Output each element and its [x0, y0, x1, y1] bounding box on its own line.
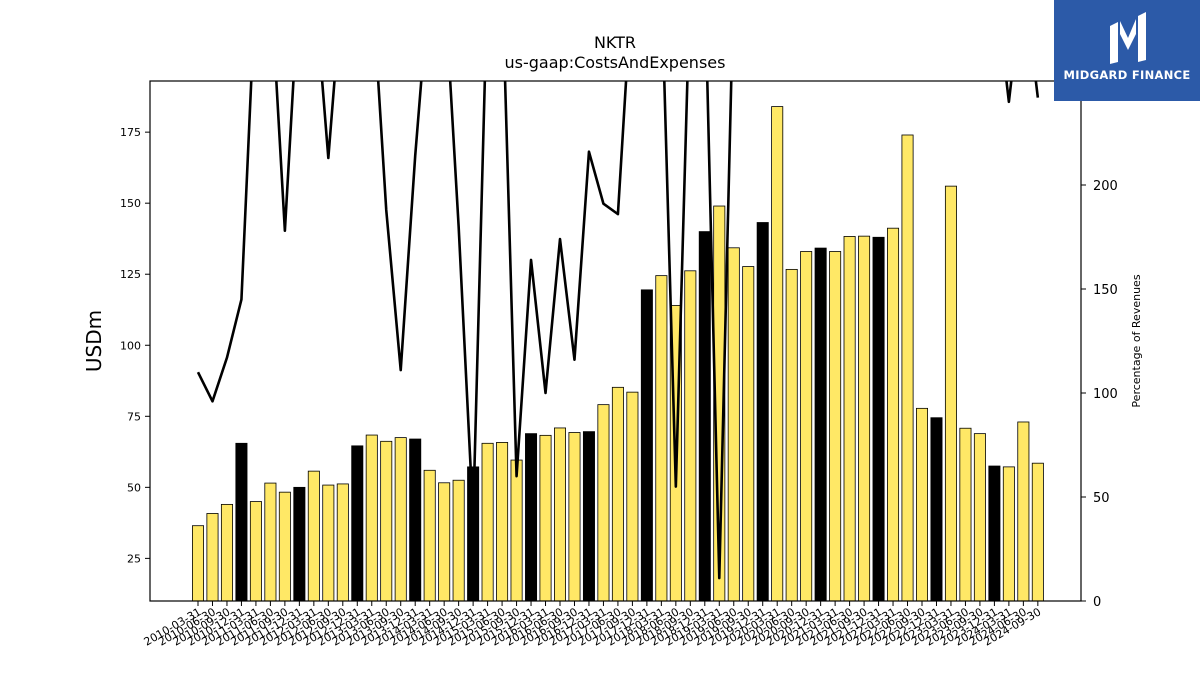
bar: [206, 513, 219, 601]
bar: [771, 106, 784, 601]
bar: [698, 231, 711, 601]
bar: [930, 417, 943, 601]
bar: [481, 442, 494, 601]
y2-axis-label: Percentage of Revenues: [1130, 274, 1143, 407]
bar: [1002, 466, 1015, 601]
bar: [626, 391, 639, 601]
bar: [640, 289, 653, 601]
logo: MIDGARD FINANCE: [1054, 0, 1200, 101]
bar: [249, 501, 262, 601]
bar: [394, 437, 407, 601]
bar: [611, 386, 624, 601]
bar: [684, 270, 697, 601]
bar: [278, 491, 291, 601]
bar: [582, 431, 595, 601]
y-tick-label: 25: [127, 552, 141, 565]
line-series: [196, 81, 1040, 580]
bar: [901, 134, 914, 601]
bar: [916, 407, 929, 601]
bar: [525, 433, 538, 601]
bar: [423, 469, 436, 601]
y-tick-label: 50: [127, 481, 141, 494]
y-tick-label: 150: [120, 197, 141, 210]
bar: [235, 442, 248, 601]
bar: [756, 222, 769, 601]
bar-series: [191, 106, 1044, 601]
bar: [467, 466, 480, 601]
y2-tick-label: 0: [1093, 595, 1101, 610]
bar: [655, 275, 668, 601]
bar: [510, 459, 523, 601]
chart-subtitle: us-gaap:CostsAndExpenses: [504, 53, 726, 72]
bar: [959, 427, 972, 601]
bar: [307, 470, 320, 601]
y2-tick-label: 150: [1093, 283, 1118, 298]
bar: [785, 268, 798, 601]
chart-title: NKTR: [593, 33, 637, 52]
y-axis-right: 0 50 100 150 200: [1081, 179, 1118, 610]
y-axis-label: USDm: [82, 310, 106, 372]
logo-text: MIDGARD FINANCE: [1063, 68, 1191, 82]
y-tick-label: 125: [120, 268, 141, 281]
plot-frame: [149, 80, 1082, 602]
midgard-logo-icon: [1110, 12, 1146, 64]
bar: [365, 434, 378, 601]
bar: [409, 438, 422, 601]
bar: [727, 247, 740, 601]
bar: [597, 404, 610, 601]
bar: [713, 205, 726, 601]
bar: [1031, 462, 1044, 601]
bar: [554, 427, 567, 601]
bar: [452, 479, 465, 601]
bar: [336, 483, 349, 601]
bar: [380, 440, 393, 601]
bar: [568, 432, 581, 601]
bar: [220, 503, 233, 601]
bar: [800, 251, 813, 601]
bar: [264, 482, 277, 601]
y2-tick-label: 50: [1093, 491, 1110, 506]
bar: [829, 251, 842, 601]
y2-tick-label: 200: [1093, 179, 1118, 194]
bar: [322, 484, 335, 601]
bar: [1017, 421, 1030, 601]
y2-tick-label: 100: [1093, 387, 1118, 402]
y-axis-left: 25 50 75 100 125 150 175: [120, 126, 150, 565]
bar: [887, 227, 900, 601]
bar: [843, 236, 856, 601]
bar: [351, 445, 364, 601]
bar: [973, 433, 986, 601]
y-tick-label: 175: [120, 126, 141, 139]
bar: [814, 247, 827, 601]
bar: [944, 185, 957, 601]
y-tick-label: 75: [127, 410, 141, 423]
bar: [293, 486, 306, 601]
y-tick-label: 100: [120, 339, 141, 352]
x-axis: 2010-03-312010-06-302010-09-302010-12-31…: [142, 601, 1043, 649]
bar: [438, 482, 451, 601]
bar: [191, 525, 204, 601]
bar: [988, 465, 1001, 601]
bar: [872, 236, 885, 601]
bar: [858, 235, 871, 601]
bar: [496, 442, 509, 601]
bar: [539, 434, 552, 601]
bar: [742, 266, 755, 601]
percentage-line: [196, 81, 1040, 580]
